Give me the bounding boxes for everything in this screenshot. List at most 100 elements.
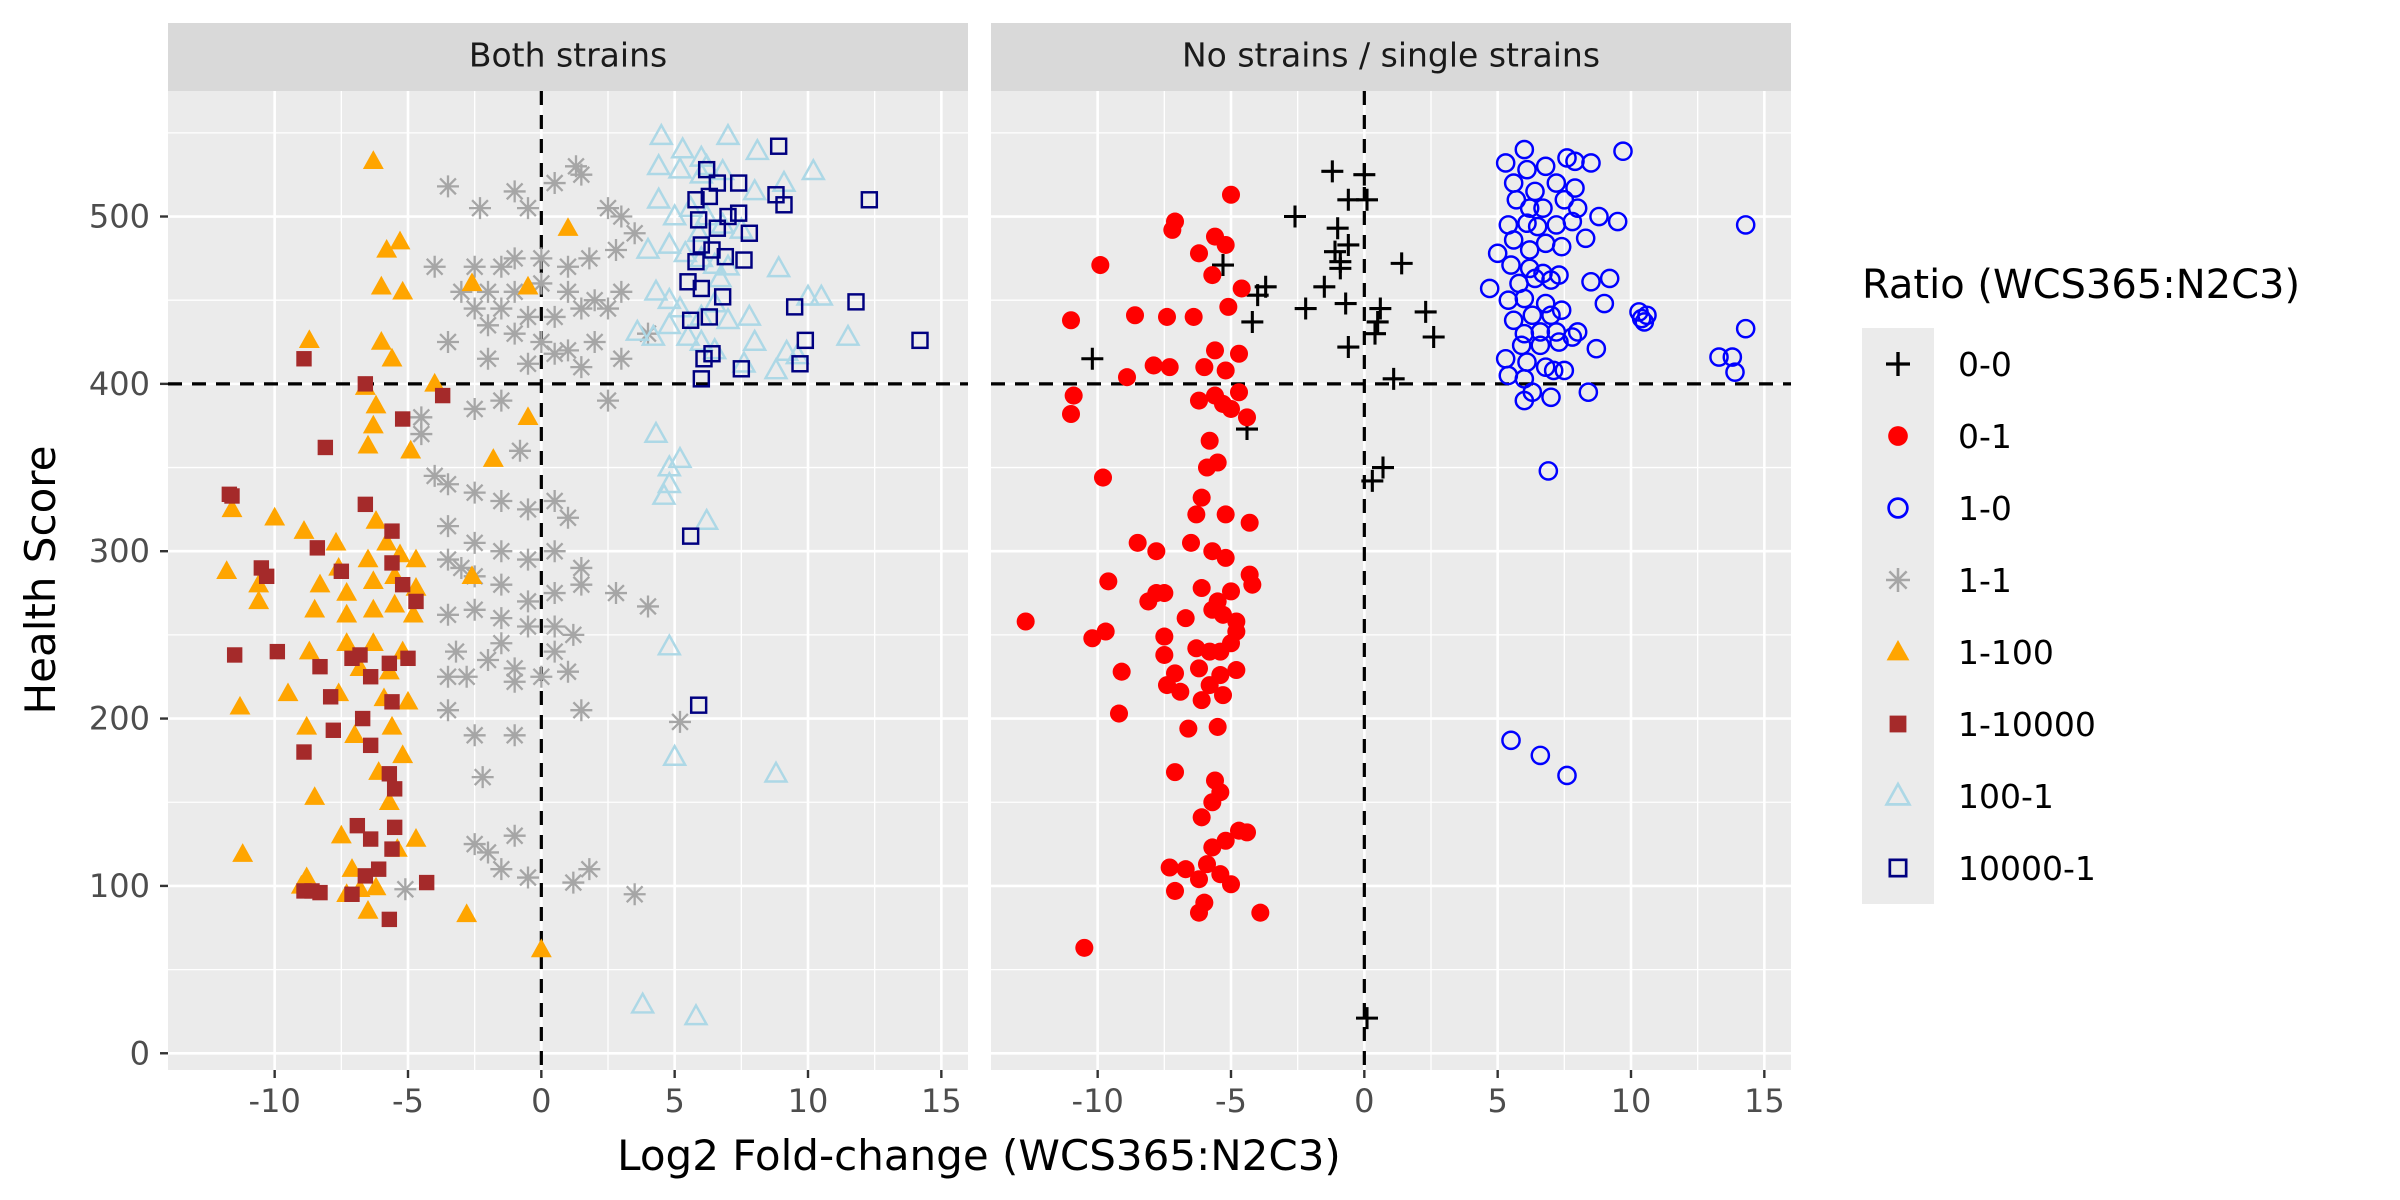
data-point — [1254, 275, 1277, 298]
data-point — [710, 157, 736, 181]
data-point — [405, 828, 427, 847]
data-point — [860, 191, 879, 209]
strip-label-no-strains-single-strains: No strains / single strains — [1182, 36, 1600, 75]
data-point — [769, 137, 788, 155]
data-point — [1243, 575, 1262, 594]
data-point — [1562, 327, 1583, 347]
data-point — [232, 843, 254, 862]
data-point — [667, 445, 693, 469]
data-point — [400, 650, 416, 667]
data-point — [700, 308, 719, 326]
x-tick-label: 5 — [1487, 1082, 1507, 1120]
data-point — [362, 632, 384, 651]
data-point — [365, 510, 387, 529]
data-point — [1501, 730, 1521, 751]
data-point — [352, 647, 368, 663]
data-point — [570, 163, 593, 186]
data-point — [1112, 662, 1131, 681]
data-point — [1227, 622, 1246, 641]
points-no-strains-single-strains — [1016, 139, 1756, 1030]
data-point — [1527, 216, 1548, 237]
data-point — [1551, 300, 1572, 321]
x-tick-label: 0 — [1354, 1082, 1374, 1120]
legend-item-1-100: 1-100 — [1886, 633, 2054, 672]
x-axis-both-strains: -10 -5 0 5 10 15 — [249, 1070, 962, 1120]
data-point — [1422, 326, 1445, 349]
data-point — [1200, 431, 1219, 450]
data-point — [1313, 275, 1336, 298]
data-point — [635, 236, 661, 259]
data-point — [543, 305, 566, 328]
data-point — [1064, 386, 1083, 405]
data-point — [1735, 215, 1756, 235]
data-point — [357, 548, 379, 568]
data-point — [362, 598, 384, 618]
data-point — [1189, 659, 1209, 678]
data-point — [461, 272, 483, 292]
data-point — [1324, 240, 1346, 263]
legend-item-10000-1: 10000-1 — [1888, 849, 2096, 888]
data-point — [1326, 217, 1349, 240]
data-point — [1599, 268, 1620, 289]
data-point — [688, 328, 714, 351]
legend-symbol — [1889, 715, 1907, 733]
data-point — [1613, 141, 1633, 162]
data-point — [362, 414, 384, 434]
data-point — [463, 255, 486, 278]
data-point — [695, 350, 713, 368]
data-point — [662, 743, 688, 766]
data-point — [437, 665, 459, 688]
data-point — [610, 347, 633, 370]
data-point — [1356, 1007, 1378, 1030]
data-point — [1503, 230, 1524, 250]
data-point — [583, 331, 606, 354]
data-point — [1125, 306, 1145, 325]
data-point — [325, 531, 347, 551]
data-point — [392, 744, 414, 764]
data-point — [1530, 335, 1551, 356]
data-point — [1479, 278, 1500, 299]
data-point — [732, 360, 751, 378]
data-point — [370, 331, 392, 350]
data-point — [729, 204, 748, 222]
data-point — [623, 222, 646, 245]
data-point — [1567, 322, 1588, 342]
data-point — [692, 370, 711, 388]
data-point — [1016, 612, 1035, 631]
data-point — [437, 331, 459, 354]
data-point — [1586, 338, 1607, 359]
data-point — [1061, 404, 1081, 424]
data-point — [1557, 765, 1577, 786]
data-point — [423, 464, 446, 487]
data-point — [248, 573, 270, 593]
data-point — [1567, 198, 1588, 218]
data-point — [490, 632, 513, 655]
data-point — [365, 876, 387, 896]
data-point — [463, 531, 486, 554]
panel-both-strains: Both strains -10 -5 0 5 10 15 — [168, 23, 968, 1120]
data-point — [463, 481, 486, 504]
data-point — [570, 573, 593, 596]
data-point — [1562, 211, 1583, 232]
data-point — [1189, 870, 1209, 889]
data-point — [410, 406, 433, 429]
legend-item-1-10000: 1-10000 — [1889, 705, 2096, 744]
data-point — [381, 766, 398, 782]
data-point — [1155, 627, 1174, 646]
data-point — [1530, 745, 1551, 766]
data-point — [736, 303, 762, 326]
data-point — [623, 883, 646, 906]
data-point — [597, 389, 619, 412]
data-point — [1061, 311, 1081, 330]
x-tick-label: -10 — [249, 1082, 301, 1120]
data-point — [296, 715, 318, 735]
legend-symbol — [1887, 497, 1909, 519]
legend-keys-background — [1862, 328, 1934, 904]
data-point — [610, 205, 633, 228]
data-point — [785, 298, 804, 316]
data-point — [715, 122, 741, 146]
y-tick-label: 400 — [89, 365, 150, 403]
data-point — [646, 186, 672, 209]
data-point — [1109, 704, 1129, 723]
data-point — [490, 607, 513, 630]
